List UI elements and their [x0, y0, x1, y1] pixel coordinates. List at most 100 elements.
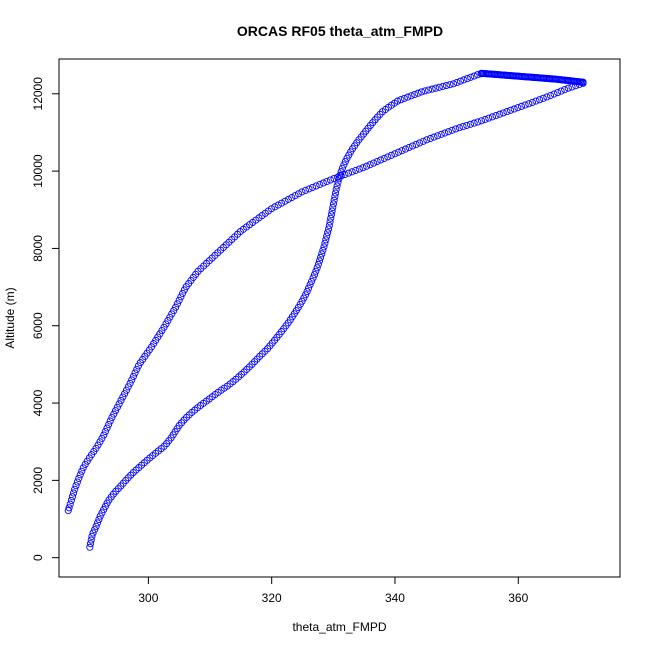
data-point [101, 427, 109, 436]
data-point [331, 193, 339, 201]
y-tick-label: 12000 [31, 77, 45, 111]
data-point [86, 540, 95, 548]
data-point [112, 407, 120, 415]
data-point [568, 83, 576, 91]
data-point [503, 108, 511, 116]
data-point [313, 264, 321, 272]
data-point [550, 90, 558, 98]
data-point [333, 182, 341, 190]
data-point [281, 197, 289, 205]
y-axis: 0 2000 4000 6000 8000 10000 12000 [31, 77, 60, 561]
data-point [434, 132, 442, 140]
data-point [401, 145, 410, 153]
data-point [65, 504, 73, 512]
data-point [404, 93, 412, 101]
data-point [546, 92, 555, 100]
data-point [319, 179, 327, 187]
data-point [384, 153, 392, 161]
data-point [543, 93, 551, 101]
data-point [271, 203, 279, 211]
data-point [322, 236, 330, 244]
data-point [467, 73, 475, 81]
data-point [330, 196, 338, 204]
data-point [288, 193, 296, 202]
data-point [572, 82, 580, 90]
data-point [470, 72, 478, 80]
data-point [453, 78, 461, 86]
data-point [294, 190, 303, 198]
data-point [373, 157, 381, 166]
data-point [341, 170, 349, 179]
data-point [334, 178, 342, 186]
data-point [305, 284, 313, 292]
data-point [134, 362, 142, 370]
data-point [110, 410, 118, 418]
data-point [278, 199, 286, 207]
data-point [315, 257, 324, 265]
data-point [309, 183, 317, 191]
data-point [323, 177, 331, 186]
data-point [328, 207, 336, 215]
data-point [93, 519, 102, 527]
data-point [66, 500, 74, 508]
data-point [173, 300, 181, 308]
data-point [394, 148, 402, 156]
data-point [303, 287, 311, 296]
y-tick-label: 10000 [31, 154, 45, 188]
data-point [359, 164, 367, 172]
data-point [416, 139, 424, 147]
data-point [380, 154, 388, 162]
data-point [64, 506, 72, 515]
data-point [91, 526, 99, 534]
data-point [446, 81, 454, 89]
x-axis-title: theta_atm_FMPD [292, 620, 386, 634]
data-point [301, 186, 310, 194]
data-point [432, 84, 440, 92]
y-tick-label: 6000 [31, 312, 45, 339]
data-point [261, 347, 269, 355]
data-point [319, 246, 327, 254]
data-point [87, 536, 95, 544]
data-point [105, 420, 113, 429]
data-point [88, 532, 96, 540]
data-point [340, 161, 348, 169]
data-point [180, 286, 188, 294]
data-point [442, 81, 450, 90]
data-point [326, 176, 335, 184]
data-point [291, 192, 299, 200]
data-point [115, 400, 123, 408]
data-point [126, 379, 134, 387]
data-point [327, 211, 335, 219]
data-point [310, 271, 319, 279]
data-point [575, 81, 583, 89]
data-point [131, 369, 139, 377]
data-point [564, 84, 572, 92]
data-point [117, 396, 125, 404]
data-point [274, 201, 282, 209]
data-point [397, 96, 405, 104]
data-point [466, 120, 474, 128]
data-point [463, 75, 471, 83]
data-point [72, 482, 80, 490]
data-point [329, 200, 338, 208]
data-point [175, 296, 183, 304]
data-point [106, 417, 114, 425]
data-point [377, 156, 385, 164]
data-point [455, 124, 463, 132]
data-point [76, 471, 84, 479]
data-point [89, 529, 97, 537]
data-point [298, 188, 306, 196]
data-point [463, 121, 471, 129]
data-point [355, 165, 363, 173]
data-point [129, 372, 137, 380]
data-point [108, 413, 116, 422]
data-point [398, 147, 406, 155]
data-point [321, 239, 329, 247]
data-point [474, 118, 482, 126]
data-point [507, 106, 515, 114]
y-tick-label: 4000 [31, 389, 45, 416]
data-point [338, 164, 346, 172]
